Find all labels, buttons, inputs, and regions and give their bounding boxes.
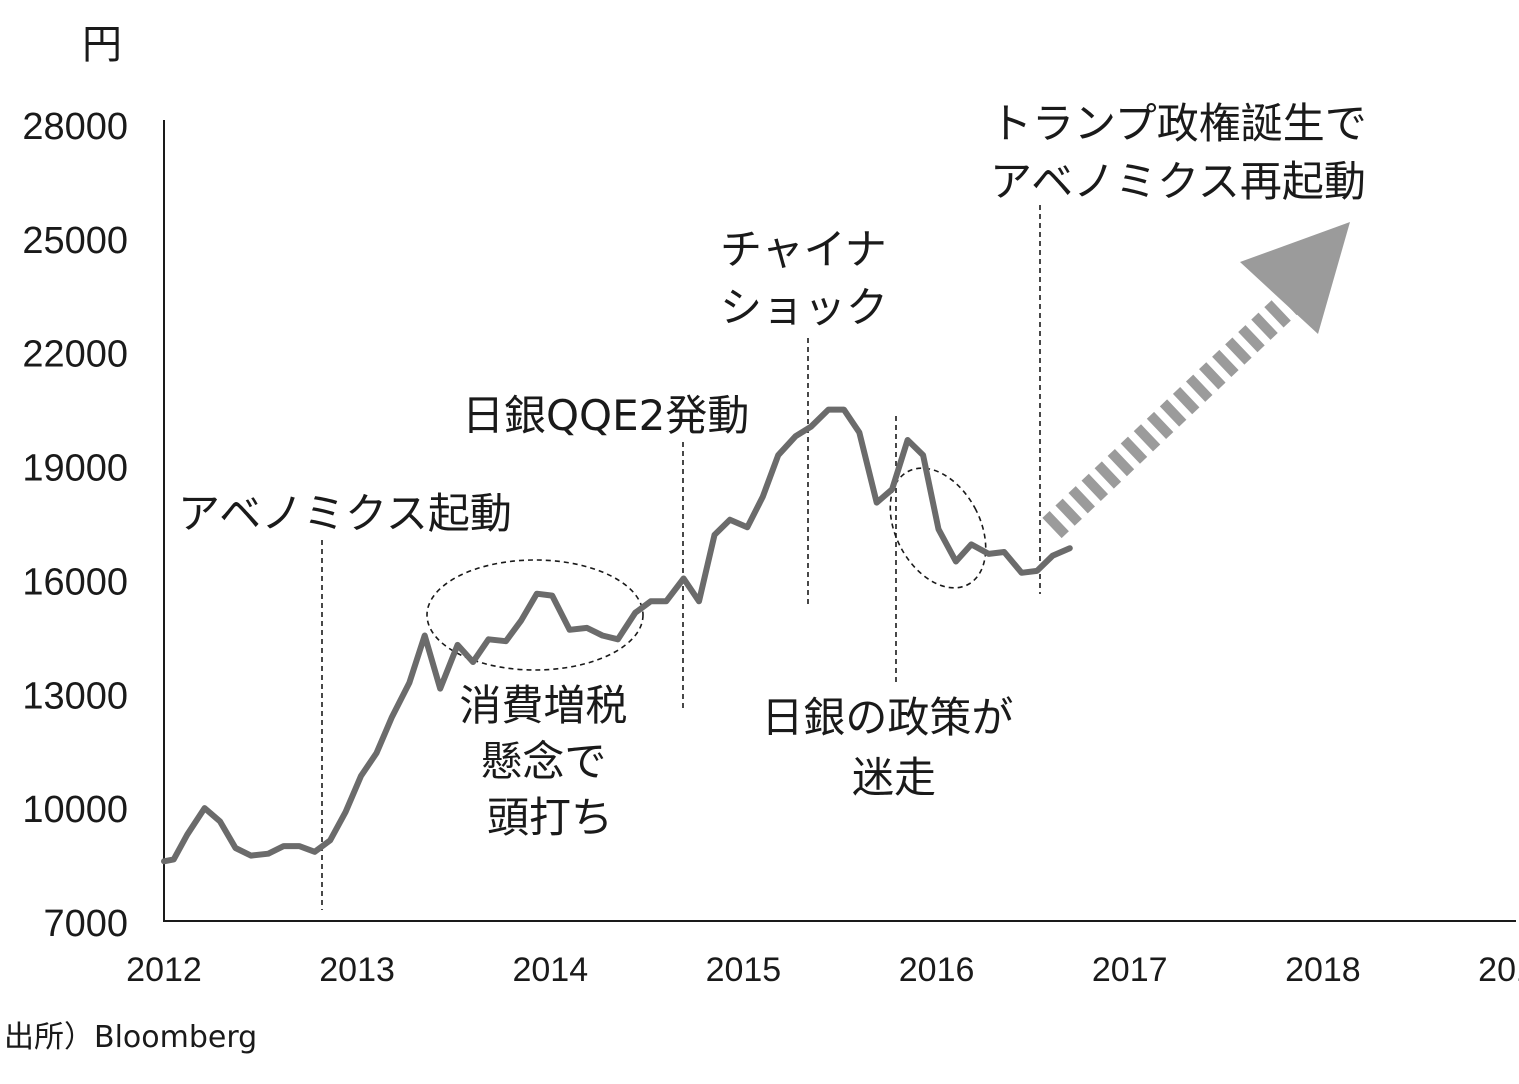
x-tick-label: 2012 (126, 951, 202, 989)
source-note: 出所）Bloomberg (4, 1020, 258, 1055)
highlight-ellipse-tax (426, 559, 644, 671)
event-markers (321, 205, 1041, 910)
annotation-line: アベノミクス再起動 (990, 157, 1366, 206)
y-tick-labels: 28000 25000 22000 19000 16000 13000 1000… (22, 106, 128, 945)
y-axis-unit: 円 (82, 22, 122, 68)
annotation-abenomics-start: アベノミクス起動 (178, 489, 512, 538)
annotation-line: ショック (720, 283, 888, 332)
forecast-arrow (1042, 222, 1350, 539)
y-tick-label: 13000 (22, 675, 128, 717)
x-tick-label: 2014 (512, 951, 588, 989)
annotation-line: 消費増税 (459, 681, 627, 730)
y-tick-label: 22000 (22, 334, 128, 376)
annotation-line: アベノミクス起動 (178, 489, 512, 538)
y-tick-label: 28000 (22, 106, 128, 148)
x-tick-label: 2019 (1478, 951, 1519, 989)
y-tick-label: 19000 (22, 448, 128, 490)
annotation-qqe2: 日銀QQE2発動 (462, 391, 749, 440)
forecast-arrow-head (1240, 222, 1350, 334)
annotation-line: 迷走 (852, 753, 936, 802)
x-tick-label: 2013 (319, 951, 395, 989)
x-tick-labels: 2012 2013 2014 2015 2016 2017 2018 2019 (126, 951, 1519, 989)
y-tick-label: 16000 (22, 561, 128, 603)
annotation-china-shock: チャイナ ショック (720, 225, 900, 332)
annotation-line: 日銀QQE2発動 (462, 391, 749, 440)
forecast-arrow-shaft (1042, 274, 1318, 539)
annotation-line: チャイナ (720, 225, 887, 274)
x-tick-label: 2018 (1285, 951, 1361, 989)
annotation-line: トランプ政権誕生で (990, 99, 1367, 148)
annotation-boj-policy: 日銀の政策が 迷走 (761, 693, 1026, 802)
annotation-tax: 消費増税 懸念で 頭打ち (459, 681, 640, 842)
annotation-trump: トランプ政権誕生で アベノミクス再起動 (990, 99, 1380, 206)
y-tick-label: 7000 (43, 903, 128, 945)
annotations: アベノミクス起動 日銀QQE2発動 チャイナ ショック 日銀の政策が 迷走 トラ… (178, 99, 1380, 842)
highlight-ellipse-boj (889, 467, 987, 589)
x-tick-label: 2017 (1092, 951, 1168, 989)
series-line-nikkei (161, 406, 1073, 865)
annotation-line: 懸念で (480, 737, 606, 786)
annotation-line: 頭打ち (487, 793, 613, 842)
x-tick-label: 2015 (706, 951, 782, 989)
y-tick-label: 10000 (22, 789, 128, 831)
annotation-line: 日銀の政策が (761, 693, 1013, 742)
y-tick-label: 25000 (22, 220, 128, 262)
x-tick-label: 2016 (899, 951, 975, 989)
